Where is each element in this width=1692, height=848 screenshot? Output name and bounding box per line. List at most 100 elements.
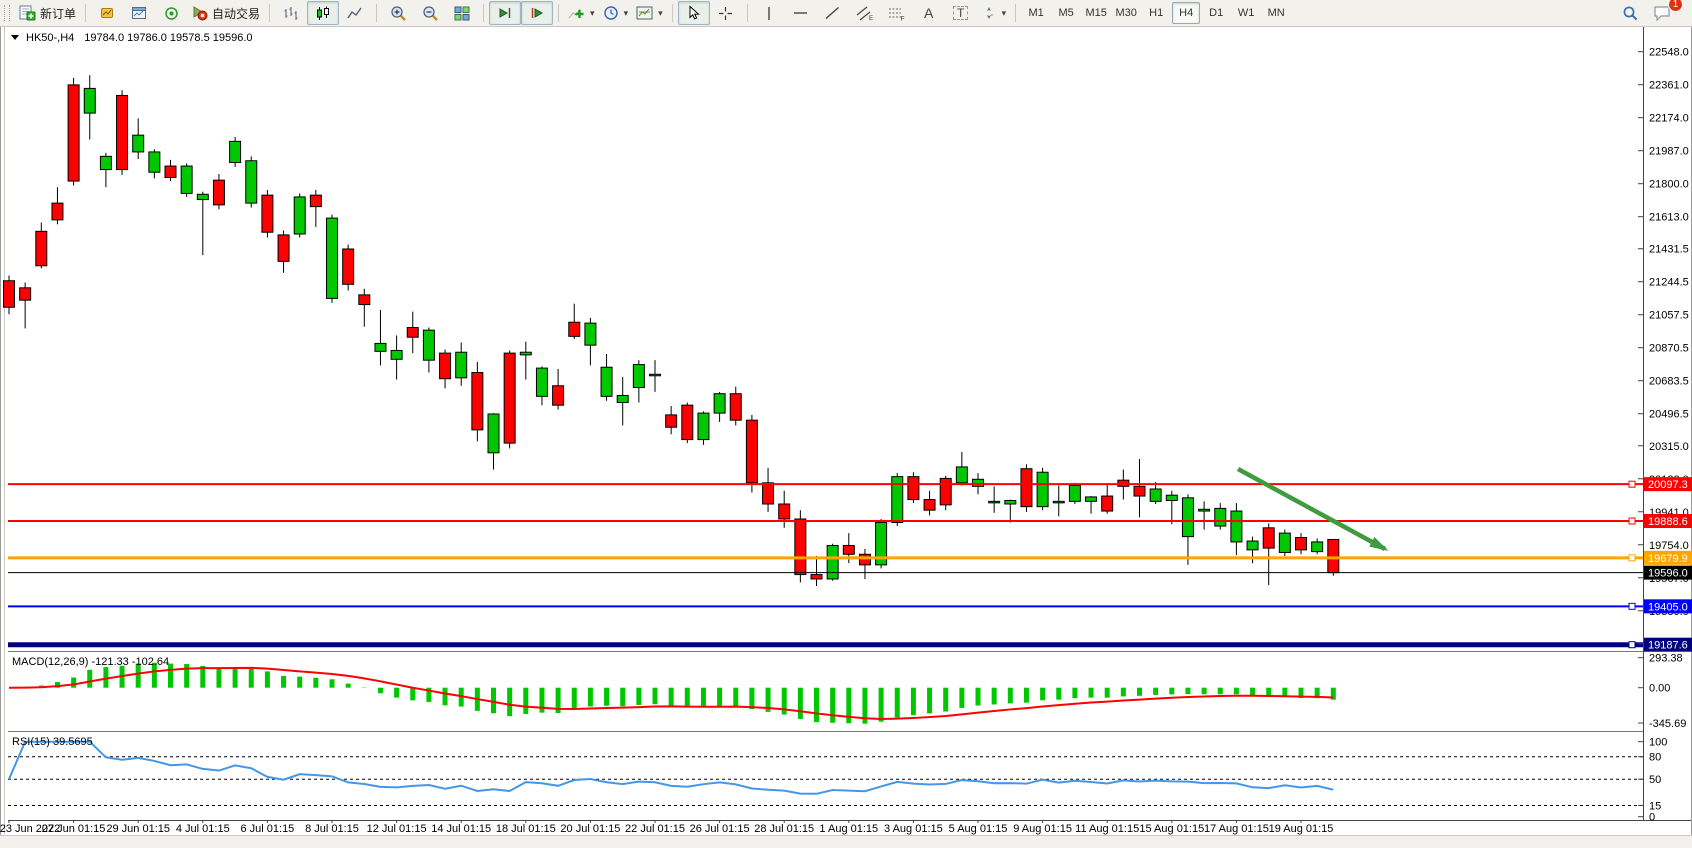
zoom-out-icon [422, 5, 438, 21]
candle-body [794, 518, 807, 576]
candle-body [358, 294, 371, 306]
time-label: 29 Jun 01:15 [106, 823, 170, 835]
cursor-icon [689, 5, 700, 20]
timeframe-button-M30[interactable]: M30 [1115, 7, 1137, 19]
svg-text:20315.0: 20315.0 [1649, 441, 1689, 453]
auto-scroll-button[interactable] [489, 1, 522, 25]
candle-body [229, 140, 242, 164]
chart-title[interactable]: HK50-,H4 19784.0 19786.0 19578.5 19596.0 [11, 32, 253, 44]
candlestick-chart-button[interactable] [307, 1, 340, 25]
timeframe-button-W1[interactable]: W1 [1237, 7, 1255, 19]
vertical-line-tool-button[interactable] [753, 1, 785, 25]
candle-body [1020, 468, 1033, 508]
timeframe-button-D1[interactable]: D1 [1209, 7, 1224, 19]
timeframe-button-M1[interactable]: M1 [1028, 7, 1044, 19]
tile-windows-button[interactable] [446, 1, 478, 25]
trendline-tool-button[interactable] [817, 1, 849, 25]
trend-arrow[interactable] [1236, 467, 1389, 551]
zoom-in-button[interactable] [382, 1, 414, 25]
search-icon [1623, 6, 1637, 20]
candle-body [293, 196, 306, 235]
candle-body [1068, 484, 1081, 502]
svg-text:50: 50 [1649, 774, 1661, 786]
templates-dropdown-caret[interactable]: ▾ [658, 7, 663, 18]
svg-text:0: 0 [1649, 812, 1655, 824]
search-button[interactable] [1614, 1, 1646, 25]
candle-body [972, 478, 984, 487]
toolbar-separator [85, 4, 87, 22]
timeframe-button-M15[interactable]: M15 [1085, 7, 1107, 19]
time-label: 15 Aug 01:15 [1139, 823, 1204, 835]
auto-scroll-icon [499, 8, 511, 18]
arrows-tool-button[interactable]: ▾ [977, 1, 1011, 25]
horizontal-lines[interactable] [8, 480, 1643, 649]
line-handle [1628, 641, 1636, 649]
text-label-tool-button[interactable]: T [945, 1, 977, 25]
toolbar-separator [671, 4, 673, 22]
candle-body [212, 179, 225, 206]
line-handle [1628, 602, 1636, 610]
candle-body [1311, 541, 1324, 553]
candle-body [1181, 497, 1194, 538]
indicators-icon [568, 8, 584, 18]
fibonacci-icon: F [889, 8, 905, 21]
data-window-button[interactable] [91, 1, 123, 25]
bar-chart-button[interactable] [275, 1, 307, 25]
time-label: 18 Jul 01:15 [496, 823, 556, 835]
autotrading-button[interactable]: 自动交易 [187, 1, 264, 25]
macd-signal-line [8, 666, 1334, 720]
arrows-dropdown-caret[interactable]: ▾ [1001, 7, 1007, 18]
candle-body [1198, 508, 1211, 512]
timeframe-button-M5[interactable]: M5 [1058, 7, 1074, 19]
chart-svg[interactable]: 22548.0 22361.0 22174.0 21987.0 21800.0 21613… [0, 26, 1692, 847]
candle-body [148, 151, 161, 173]
price-tag-label: 19405.0 [1648, 601, 1688, 613]
svg-text:19754.0: 19754.0 [1649, 540, 1689, 552]
signals-button[interactable] [155, 1, 187, 25]
toolbar-separator [746, 4, 748, 22]
periods-dropdown-caret[interactable]: ▾ [623, 7, 629, 18]
navigator-button[interactable] [123, 1, 155, 25]
line-chart-button[interactable] [339, 1, 371, 25]
timeframe-button-H1[interactable]: H1 [1149, 7, 1164, 19]
candle-body [390, 349, 403, 360]
time-label: 8 Jul 01:15 [305, 823, 359, 835]
horizontal-line-tool-button[interactable] [785, 1, 817, 25]
svg-text:F: F [901, 15, 905, 21]
equidistant-channel-tool-button[interactable]: E [849, 1, 881, 25]
time-label: 9 Aug 01:15 [1013, 823, 1072, 835]
price-tag [1644, 514, 1692, 529]
macd-label: MACD(12,26,9) -121.33 -102.64 [12, 656, 169, 668]
candle-body [471, 372, 484, 431]
timeframe-button-H4[interactable]: H4 [1172, 2, 1201, 24]
toolbar-grip[interactable] [4, 5, 10, 21]
candle-body [665, 414, 678, 428]
candle-body [132, 134, 145, 153]
cursor-tool-button[interactable] [677, 1, 710, 25]
candle-body [1230, 510, 1243, 543]
chart-shift-button[interactable] [521, 1, 554, 25]
periods-button[interactable]: ▾ [599, 1, 633, 25]
symbol-dropdown-icon [11, 35, 19, 40]
new-order-button[interactable]: 新订单 [14, 1, 80, 25]
price-tags: 20097.3 19888.6 19679.9 19596.0 19405.0 19187… [1644, 477, 1692, 652]
templates-button[interactable]: ▾ [632, 1, 667, 25]
notifications-button[interactable]: 1 [1646, 0, 1683, 25]
text-tool-button[interactable]: A [913, 1, 945, 25]
indicators-dropdown-caret[interactable]: ▾ [590, 7, 595, 18]
indicators-button[interactable]: ▾ [564, 1, 599, 25]
zoom-out-button[interactable] [414, 1, 446, 25]
timeframe-button-MN[interactable]: MN [1267, 7, 1285, 19]
candle-body [729, 393, 742, 421]
candle-body [1262, 527, 1275, 549]
candle-body [487, 413, 500, 454]
candle-body [83, 87, 96, 114]
candle-body [455, 351, 468, 379]
tile-windows-icon [454, 6, 470, 20]
channel-icon: E [856, 6, 873, 21]
crosshair-tool-button[interactable] [710, 1, 742, 25]
line-handle [1628, 554, 1636, 562]
svg-text:21057.5: 21057.5 [1649, 310, 1689, 322]
fibonacci-tool-button[interactable]: F [881, 1, 913, 25]
price-tag-label: 20097.3 [1648, 479, 1688, 491]
